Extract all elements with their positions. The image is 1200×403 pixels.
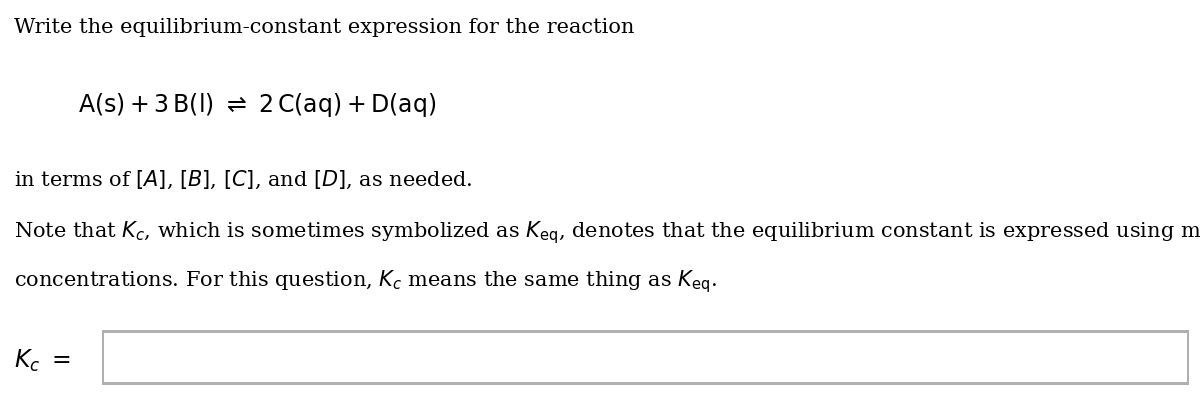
- Text: $\mathrm{A(s) + 3\,B(l)}\ \rightleftharpoons\ \mathrm{2\,C(aq) + D(aq)}$: $\mathrm{A(s) + 3\,B(l)}\ \rightleftharp…: [78, 91, 437, 118]
- Text: in terms of $[A]$, $[B]$, $[C]$, and $[D]$, as needed.: in terms of $[A]$, $[B]$, $[C]$, and $[D…: [14, 169, 473, 191]
- Text: Write the equilibrium-constant expression for the reaction: Write the equilibrium-constant expressio…: [14, 18, 635, 37]
- Text: Note that $K_c$, which is sometimes symbolized as $K_{\mathrm{eq}}$, denotes tha: Note that $K_c$, which is sometimes symb…: [14, 220, 1200, 247]
- Bar: [102, 330, 1189, 385]
- Bar: [104, 333, 1187, 382]
- Text: $K_c\ =$: $K_c\ =$: [14, 347, 71, 374]
- Text: concentrations. For this question, $K_c$ means the same thing as $K_{\mathrm{eq}: concentrations. For this question, $K_c$…: [14, 268, 718, 295]
